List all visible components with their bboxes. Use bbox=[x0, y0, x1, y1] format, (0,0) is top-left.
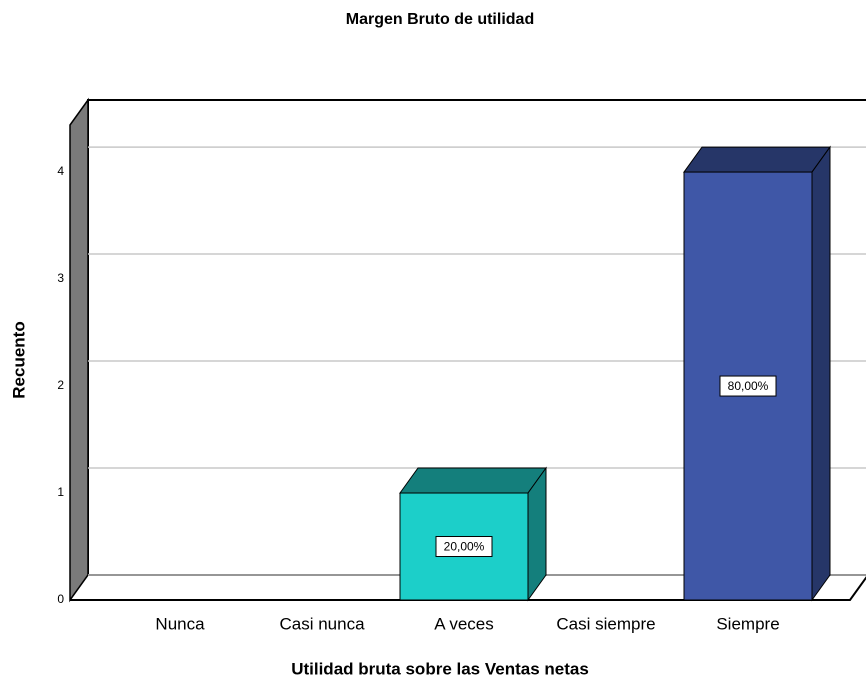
left-wall bbox=[69, 97, 89, 603]
x-axis-label: Utilidad bruta sobre las Ventas netas bbox=[291, 659, 589, 678]
x-tick-label: Nunca bbox=[155, 614, 205, 633]
x-tick-label: Casi nunca bbox=[279, 614, 365, 633]
bar-side bbox=[811, 145, 831, 602]
value-label: 80,00% bbox=[728, 379, 769, 393]
y-tick-label: 0 bbox=[57, 592, 64, 606]
x-tick-label: Casi siempre bbox=[556, 614, 655, 633]
value-label: 20,00% bbox=[444, 540, 485, 554]
y-tick-label: 2 bbox=[57, 378, 64, 392]
x-tick-label: Siempre bbox=[716, 614, 779, 633]
y-axis-label: Recuento bbox=[9, 321, 28, 398]
bar-top bbox=[399, 467, 547, 494]
bar-top bbox=[683, 146, 831, 173]
value-label-box bbox=[719, 375, 777, 397]
y-tick-label: 3 bbox=[57, 271, 64, 285]
value-label-box bbox=[435, 536, 493, 558]
x-tick-label: A veces bbox=[434, 614, 494, 633]
chart-title: Margen Bruto de utilidad bbox=[346, 11, 534, 28]
y-tick-label: 1 bbox=[57, 485, 64, 499]
y-tick-label: 4 bbox=[57, 164, 64, 178]
floor bbox=[70, 576, 866, 601]
